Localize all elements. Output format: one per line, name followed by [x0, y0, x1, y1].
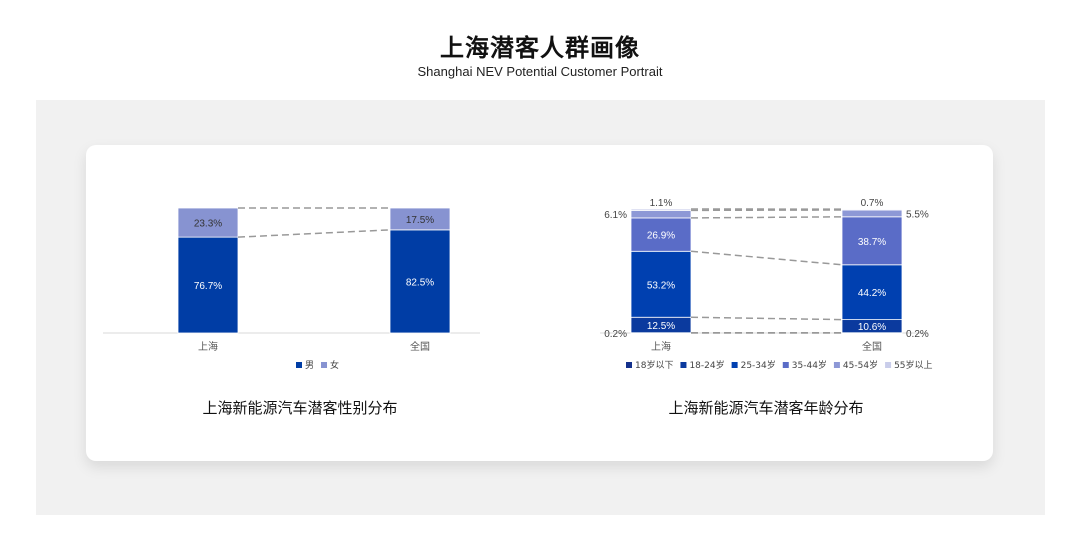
age-chart: 0.2% 12.5% 53.2% 26.9% 6.1% 1.1% 上海 0.2% 10.6% 44…	[600, 198, 933, 371]
data-label: 10.6%	[858, 322, 886, 333]
legend-label: 男	[305, 360, 314, 371]
x-tick-label: 上海	[198, 340, 218, 353]
bar-segment	[841, 208, 903, 211]
data-label: 6.1%	[604, 210, 627, 221]
legend-swatch	[885, 362, 892, 368]
legend-label: 35-44岁	[792, 359, 827, 371]
bar-segment	[841, 216, 903, 266]
data-label: 0.2%	[604, 329, 627, 340]
bar-segment	[630, 208, 692, 211]
x-tick-label: 全国	[410, 340, 430, 353]
data-label: 0.7%	[861, 198, 884, 209]
legend-swatch	[833, 362, 840, 368]
gender-chart-title: 上海新能源汽车潜客性别分布	[202, 399, 398, 417]
connector-line	[690, 216, 843, 219]
data-label: 23.3%	[194, 219, 222, 230]
legend-swatch	[680, 362, 687, 368]
legend-label: 25-34岁	[741, 359, 776, 371]
bar-segment	[177, 207, 239, 238]
bar-segment	[630, 217, 692, 252]
legend-swatch	[296, 362, 302, 368]
x-tick-label: 全国	[862, 340, 882, 353]
data-label: 44.2%	[858, 288, 886, 299]
gender-chart: 76.7% 23.3% 上海 82.5% 17.5% 全国男 女	[103, 207, 480, 371]
legend-label: 45-54岁	[843, 359, 878, 371]
legend-label: 18-24岁	[689, 359, 724, 371]
chart-card: 76.7% 23.3% 上海 82.5% 17.5% 全国男 女 0.2% 12.5% 53.2…	[86, 145, 993, 461]
page-title: 上海潜客人群画像	[440, 34, 640, 62]
data-label: 0.2%	[906, 329, 929, 340]
legend-label: 55岁以上	[894, 359, 932, 371]
x-tick-label: 上海	[651, 340, 671, 353]
bar-segment	[841, 209, 903, 218]
data-label: 26.9%	[647, 231, 675, 242]
age-chart-title: 上海新能源汽车潜客年龄分布	[668, 399, 864, 417]
data-label: 12.5%	[647, 321, 675, 332]
data-label: 53.2%	[647, 280, 675, 291]
connector-line	[237, 229, 391, 238]
connector-line	[690, 316, 843, 321]
data-label: 82.5%	[406, 277, 434, 288]
bar-segment	[630, 209, 692, 219]
bar-segment	[177, 236, 239, 334]
legend-swatch	[782, 362, 789, 368]
bar-segment	[630, 250, 692, 318]
legend-swatch	[626, 362, 632, 368]
legend-label: 18岁以下	[635, 359, 673, 371]
connector-line	[690, 250, 843, 266]
legend-label: 女	[330, 359, 339, 371]
legend-swatch	[321, 362, 328, 368]
data-label: 1.1%	[650, 198, 673, 209]
legend-swatch	[731, 362, 738, 368]
data-label: 76.7%	[194, 281, 222, 292]
bar-segment	[389, 207, 451, 231]
data-label: 5.5%	[906, 209, 929, 220]
page-subtitle: Shanghai NEV Potential Customer Portrait	[417, 64, 663, 79]
bar-segment	[841, 264, 903, 321]
data-label: 38.7%	[858, 237, 886, 248]
bar-segment	[389, 229, 451, 334]
data-label: 17.5%	[406, 215, 434, 226]
